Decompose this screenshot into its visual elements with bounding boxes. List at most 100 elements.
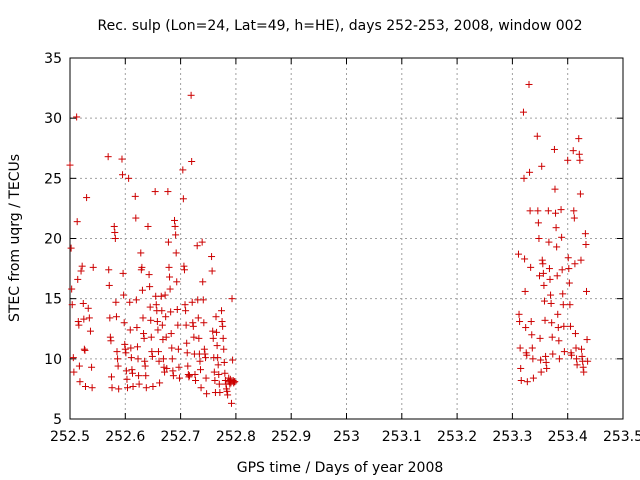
data-point	[564, 156, 572, 164]
data-point	[202, 374, 210, 382]
data-point	[107, 373, 115, 381]
data-point	[104, 153, 112, 161]
data-point	[522, 324, 530, 332]
x-tick-label: 252.9	[271, 429, 311, 445]
data-point	[81, 383, 89, 391]
data-point	[573, 361, 581, 369]
data-point	[199, 278, 207, 286]
data-point	[135, 372, 143, 380]
data-point	[541, 316, 549, 324]
data-point	[115, 385, 123, 393]
data-point	[80, 315, 88, 323]
data-point	[215, 370, 223, 378]
data-point	[167, 330, 175, 338]
data-point	[559, 301, 567, 309]
data-point	[127, 354, 135, 362]
data-point	[76, 378, 84, 386]
data-point	[79, 299, 87, 307]
data-point	[180, 266, 188, 274]
data-point	[578, 345, 586, 353]
data-point	[197, 366, 205, 374]
data-point	[220, 358, 228, 366]
data-point	[211, 376, 219, 384]
data-point	[208, 267, 216, 275]
data-point	[552, 224, 560, 232]
data-point	[112, 298, 120, 306]
data-point	[219, 334, 227, 342]
data-point	[74, 275, 82, 283]
data-point	[80, 345, 88, 353]
data-point	[156, 379, 164, 387]
data-point	[551, 185, 559, 193]
data-point	[527, 263, 535, 271]
data-point	[181, 301, 189, 309]
data-point	[552, 209, 560, 217]
data-point	[528, 331, 536, 339]
data-point	[201, 354, 209, 362]
data-point	[185, 372, 193, 380]
data-point	[526, 168, 534, 176]
data-point	[119, 269, 127, 277]
data-point	[171, 216, 179, 224]
data-point	[573, 355, 581, 363]
data-point	[228, 295, 236, 303]
data-point	[111, 235, 119, 242]
data-point	[141, 357, 149, 365]
data-point	[187, 91, 195, 99]
y-tick-label: 30	[44, 111, 62, 127]
data-point	[88, 363, 96, 371]
data-point	[174, 345, 182, 353]
data-point	[223, 387, 231, 395]
data-point	[111, 228, 119, 236]
data-point	[208, 253, 216, 261]
y-tick-label: 15	[44, 292, 62, 308]
data-point	[549, 350, 557, 358]
data-point	[554, 324, 562, 332]
data-point	[118, 155, 126, 163]
data-point	[69, 354, 77, 362]
x-tick-label: 253.2	[437, 429, 477, 445]
data-point	[127, 344, 135, 352]
data-point	[553, 272, 561, 280]
data-point	[139, 314, 147, 322]
data-point	[523, 378, 531, 386]
data-point	[209, 334, 217, 342]
data-point	[114, 362, 122, 370]
data-point	[173, 305, 181, 313]
data-point	[224, 391, 232, 399]
data-point	[124, 384, 132, 392]
data-point	[123, 375, 131, 383]
data-point	[216, 389, 224, 397]
data-point	[113, 348, 121, 356]
data-point	[537, 368, 545, 376]
data-point	[179, 166, 187, 174]
data-point	[125, 174, 133, 182]
x-tick-label: 253.1	[382, 429, 422, 445]
x-tick-label: 253.3	[492, 429, 532, 445]
chart-title: Rec. sulp (Lon=24, Lat=49, h=HE), days 2…	[98, 18, 583, 34]
data-point	[189, 319, 197, 327]
data-point	[75, 362, 83, 370]
data-point	[105, 266, 113, 274]
data-point	[189, 322, 197, 330]
y-axis-ticks: 5 10 15 20 25 30 35	[44, 51, 623, 428]
y-tick-label: 5	[53, 412, 62, 428]
data-point	[521, 255, 529, 263]
data-point	[516, 318, 524, 326]
data-point	[538, 162, 546, 170]
data-point	[144, 222, 152, 230]
data-point	[81, 346, 89, 354]
data-point	[77, 267, 85, 275]
y-tick-label: 10	[44, 352, 62, 368]
data-point	[88, 384, 96, 392]
data-point	[132, 214, 140, 222]
data-point	[133, 343, 141, 351]
data-point	[220, 345, 228, 353]
data-point	[559, 290, 567, 298]
data-point	[192, 376, 200, 384]
data-point	[526, 207, 534, 215]
data-point	[180, 262, 188, 270]
data-point	[188, 157, 196, 165]
data-point	[107, 337, 115, 345]
data-point	[121, 345, 129, 353]
